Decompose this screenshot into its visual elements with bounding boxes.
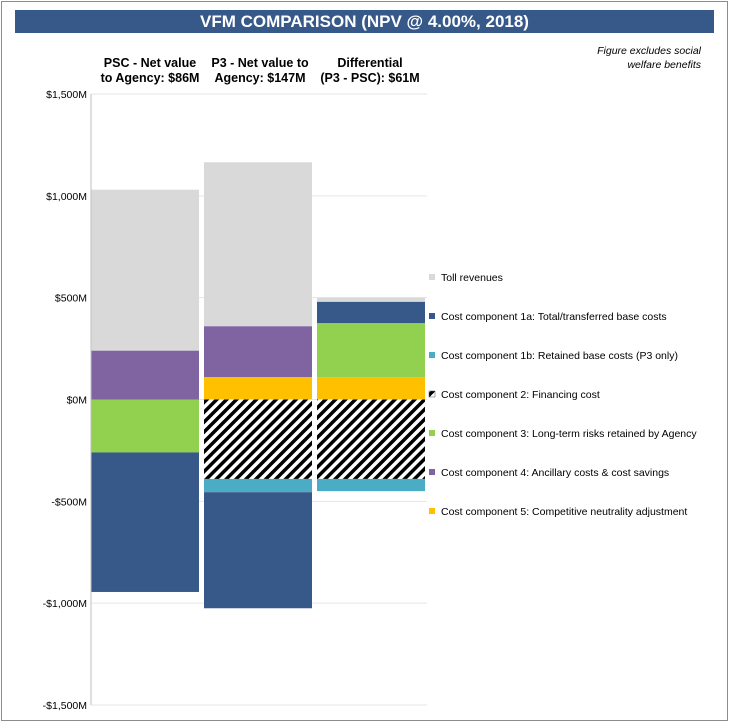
legend-swatch-1 bbox=[429, 313, 435, 319]
bar-0-segment-2 bbox=[91, 350, 199, 400]
bar-0-segment-3 bbox=[91, 189, 199, 351]
bar-2-segment-0 bbox=[317, 399, 425, 479]
legend-swatch-5 bbox=[429, 469, 435, 475]
legend-swatch-6 bbox=[429, 508, 435, 514]
column-header-differential-line1: Differential bbox=[337, 56, 403, 70]
legend-label-3: Cost component 2: Financing cost bbox=[441, 389, 600, 401]
y-tick-label-6: -$1,500M bbox=[43, 700, 87, 712]
column-header-differential-line2: (P3 - PSC): $61M bbox=[320, 71, 420, 85]
bar-0-segment-0 bbox=[91, 399, 199, 453]
column-header-psc: PSC - Net value to Agency: $86M bbox=[84, 56, 216, 86]
legend-label-2: Cost component 1b: Retained base costs (… bbox=[441, 350, 678, 362]
chart-note: Figure excludes social welfare benefits bbox=[597, 45, 701, 71]
y-tick-label-0: $1,500M bbox=[46, 89, 87, 101]
bar-1-segment-2 bbox=[204, 492, 312, 609]
column-header-psc-line1: PSC - Net value bbox=[103, 56, 197, 70]
column-header-p3-line2: Agency: $147M bbox=[214, 71, 306, 85]
column-header-differential: Differential (P3 - PSC): $61M bbox=[308, 56, 432, 86]
bar-2-segment-3 bbox=[317, 323, 425, 378]
legend-swatch-0 bbox=[429, 274, 435, 280]
legend-label-0: Toll revenues bbox=[441, 272, 503, 284]
bar-0-segment-1 bbox=[91, 452, 199, 592]
column-header-p3: P3 - Net value to Agency: $147M bbox=[198, 56, 322, 86]
legend-label-1: Cost component 1a: Total/transferred bas… bbox=[441, 311, 667, 323]
bar-2-segment-1 bbox=[317, 478, 425, 492]
legend-swatch-2 bbox=[429, 352, 435, 358]
bar-2-segment-4 bbox=[317, 301, 425, 324]
y-tick-label-1: $1,000M bbox=[46, 191, 87, 203]
column-header-p3-line1: P3 - Net value to bbox=[211, 56, 309, 70]
bar-2-segment-2 bbox=[317, 377, 425, 400]
legend-label-4: Cost component 3: Long-term risks retain… bbox=[441, 428, 697, 440]
bar-1-segment-5 bbox=[204, 162, 312, 327]
bar-1-segment-1 bbox=[204, 478, 312, 493]
bar-1-segment-3 bbox=[204, 377, 312, 400]
y-tick-label-3: $0M bbox=[67, 395, 87, 407]
y-tick-label-5: -$1,000M bbox=[43, 598, 87, 610]
legend-swatch-4 bbox=[429, 430, 435, 436]
bar-1-segment-0 bbox=[204, 399, 312, 479]
y-tick-label-2: $500M bbox=[55, 293, 87, 305]
legend-swatch-3 bbox=[428, 390, 436, 398]
bar-2-segment-5 bbox=[317, 297, 425, 302]
legend-label-5: Cost component 4: Ancillary costs & cost… bbox=[441, 467, 669, 479]
chart-title: VFM COMPARISON (NPV @ 4.00%, 2018) bbox=[15, 10, 714, 33]
legend-label-6: Cost component 5: Competitive neutrality… bbox=[441, 506, 687, 518]
column-header-psc-line2: to Agency: $86M bbox=[100, 71, 200, 85]
y-tick-label-4: -$500M bbox=[51, 496, 87, 508]
bar-1-segment-4 bbox=[204, 326, 312, 378]
